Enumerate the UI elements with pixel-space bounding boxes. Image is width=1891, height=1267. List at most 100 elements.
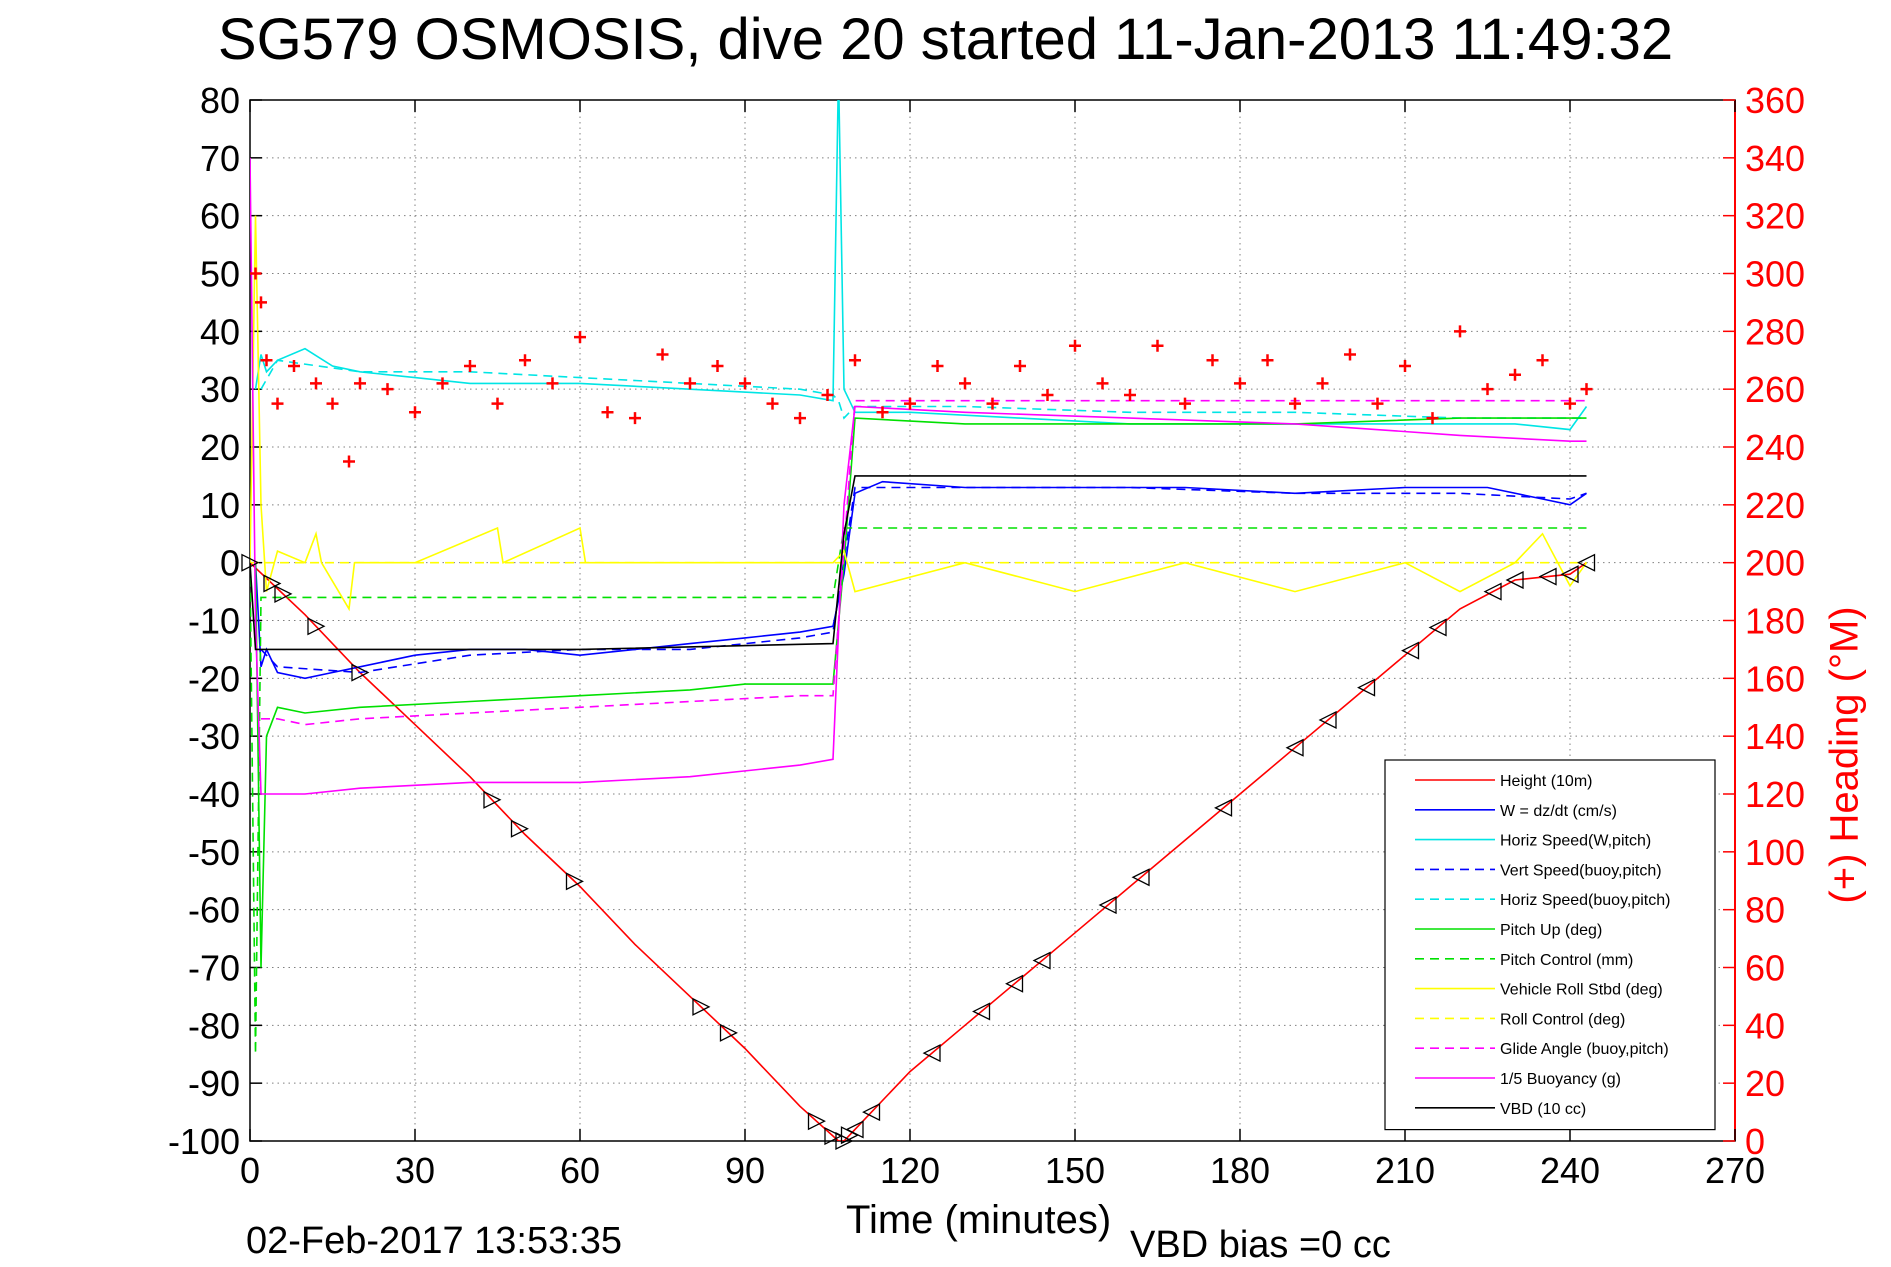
x-tick-label: 90 bbox=[725, 1150, 765, 1191]
depth-marker bbox=[1098, 895, 1117, 915]
series-line-10 bbox=[250, 157, 1587, 795]
heading-marker bbox=[739, 377, 751, 390]
y2-tick-label: 140 bbox=[1745, 716, 1805, 757]
y-tick-label: 70 bbox=[200, 138, 240, 179]
series-line-9 bbox=[261, 399, 1587, 726]
depth-marker bbox=[1131, 868, 1150, 887]
depth-marker bbox=[1357, 678, 1376, 697]
heading-marker bbox=[1426, 412, 1439, 425]
legend-label: Roll Control (deg) bbox=[1500, 1011, 1625, 1028]
heading-marker bbox=[684, 377, 696, 390]
y2-tick-label: 20 bbox=[1745, 1063, 1785, 1104]
heading-marker bbox=[1096, 377, 1109, 390]
x-tick-label: 270 bbox=[1705, 1150, 1765, 1191]
legend-label: 1/5 Buoyancy (g) bbox=[1500, 1071, 1621, 1088]
y2-tick-label: 60 bbox=[1745, 948, 1785, 989]
series-line-2 bbox=[254, 100, 1588, 431]
legend-label: VBD (10 cc) bbox=[1500, 1101, 1586, 1118]
x-tick-label: 150 bbox=[1045, 1150, 1105, 1191]
y-tick-label: -60 bbox=[188, 890, 240, 931]
heading-marker bbox=[1536, 354, 1549, 367]
right-axis-label: (+) Heading (°M) bbox=[1822, 606, 1867, 904]
y-tick-label: -40 bbox=[188, 774, 240, 815]
x-axis-label: Time (minutes) bbox=[846, 1198, 1112, 1242]
heading-marker bbox=[1206, 354, 1219, 367]
depth-marker bbox=[972, 1002, 991, 1021]
x-tick-label: 210 bbox=[1375, 1150, 1435, 1191]
heading-marker bbox=[1344, 348, 1356, 361]
heading-marker bbox=[250, 267, 262, 280]
depth-marker bbox=[483, 790, 502, 809]
legend-label: Horiz Speed(W,pitch) bbox=[1500, 833, 1651, 850]
legend-label: Pitch Control (mm) bbox=[1500, 952, 1633, 969]
legend-label: Pitch Up (deg) bbox=[1500, 922, 1602, 939]
series-line-4 bbox=[260, 359, 1587, 420]
y-tick-label: -100 bbox=[168, 1121, 240, 1162]
depth-marker bbox=[824, 1126, 843, 1146]
y2-tick-label: 0 bbox=[1745, 1121, 1765, 1162]
heading-marker bbox=[986, 397, 999, 410]
series-line-7 bbox=[250, 215, 1588, 612]
x-tick-label: 240 bbox=[1540, 1150, 1600, 1191]
depth-marker bbox=[1483, 582, 1502, 601]
y2-tick-label: 360 bbox=[1745, 80, 1805, 121]
heading-marker bbox=[1151, 339, 1164, 352]
y2-tick-label: 120 bbox=[1745, 774, 1805, 815]
depth-marker bbox=[351, 663, 370, 682]
depth-marker bbox=[1032, 951, 1051, 970]
depth-marker bbox=[1560, 565, 1579, 584]
y-tick-label: 50 bbox=[200, 254, 240, 295]
generated-timestamp: 02-Feb-2017 13:53:35 bbox=[246, 1220, 623, 1262]
y2-tick-label: 100 bbox=[1745, 832, 1805, 873]
depth-marker bbox=[510, 819, 529, 838]
heading-marker bbox=[271, 397, 284, 410]
heading-marker bbox=[381, 383, 394, 396]
heading-marker bbox=[1179, 397, 1191, 410]
heading-marker bbox=[546, 377, 559, 390]
heading-marker bbox=[574, 331, 586, 344]
depth-marker bbox=[1318, 710, 1337, 730]
heading-marker bbox=[354, 377, 366, 390]
legend-label: Height (10m) bbox=[1500, 773, 1592, 790]
y2-tick-label: 280 bbox=[1745, 311, 1805, 352]
heading-marker bbox=[794, 412, 806, 425]
y2-tick-label: 40 bbox=[1745, 1005, 1785, 1046]
heading-marker bbox=[255, 296, 267, 309]
depth-marker bbox=[1214, 798, 1233, 817]
y-tick-label: -30 bbox=[188, 716, 240, 757]
heading-marker bbox=[1371, 397, 1384, 410]
heading-marker bbox=[1124, 388, 1136, 401]
heading-marker bbox=[1580, 383, 1593, 396]
y-tick-label: -70 bbox=[188, 948, 240, 989]
series-line-0 bbox=[250, 562, 1587, 1141]
heading-marker bbox=[1041, 388, 1054, 401]
y-tick-label: 80 bbox=[200, 80, 240, 121]
y2-tick-label: 180 bbox=[1745, 601, 1805, 642]
heading-marker bbox=[629, 412, 641, 425]
legend-label: Vert Speed(buoy,pitch) bbox=[1500, 862, 1662, 879]
depth-marker bbox=[922, 1044, 941, 1063]
y-tick-label: 0 bbox=[220, 543, 240, 584]
y-tick-label: -20 bbox=[188, 658, 240, 699]
heading-marker bbox=[491, 397, 504, 410]
y2-tick-label: 200 bbox=[1745, 543, 1805, 584]
heading-marker bbox=[849, 354, 861, 367]
x-tick-label: 30 bbox=[395, 1150, 435, 1191]
depth-marker bbox=[1505, 570, 1524, 590]
heading-marker bbox=[1509, 368, 1521, 381]
y2-tick-label: 220 bbox=[1745, 485, 1805, 526]
heading-marker bbox=[310, 377, 322, 390]
heading-marker bbox=[821, 388, 834, 401]
legend-label: Glide Angle (buoy,pitch) bbox=[1500, 1041, 1669, 1058]
depth-marker bbox=[692, 997, 711, 1016]
x-tick-label: 0 bbox=[240, 1150, 260, 1191]
y-tick-label: -10 bbox=[188, 601, 240, 642]
depth-marker bbox=[862, 1103, 881, 1122]
y2-tick-label: 240 bbox=[1745, 427, 1805, 468]
depth-marker bbox=[241, 553, 260, 572]
vbd-bias-label: VBD bias =0 cc bbox=[1130, 1224, 1391, 1266]
heading-marker bbox=[343, 455, 355, 468]
chart-title: SG579 OSMOSIS, dive 20 started 11-Jan-20… bbox=[217, 7, 1674, 72]
heading-marker bbox=[1289, 397, 1301, 410]
x-tick-label: 60 bbox=[560, 1150, 600, 1191]
